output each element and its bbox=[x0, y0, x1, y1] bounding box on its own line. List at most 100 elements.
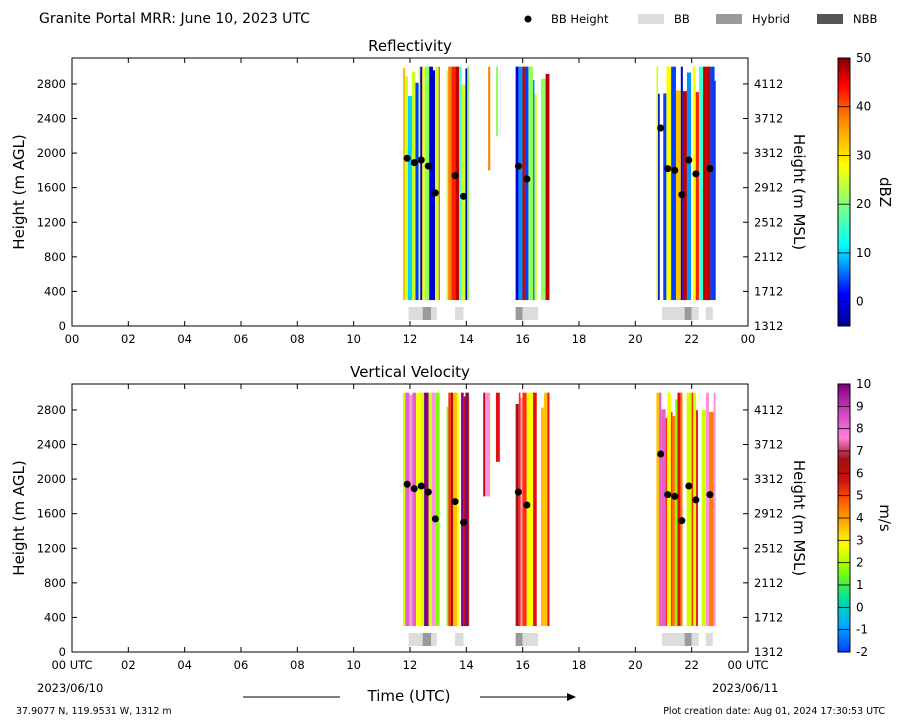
echo-column bbox=[461, 392, 464, 627]
y2-tick-label: 2112 bbox=[754, 576, 783, 590]
echo-column bbox=[450, 392, 454, 627]
echo-column bbox=[714, 80, 716, 301]
echo-column bbox=[409, 394, 413, 627]
y2-axis-label: Height (m MSL) bbox=[790, 134, 808, 250]
y2-tick-label: 2912 bbox=[754, 507, 783, 521]
echo-column bbox=[433, 70, 436, 301]
colorbar-tick-label: 50 bbox=[856, 51, 871, 65]
echo-column bbox=[522, 66, 525, 301]
bb-height-point bbox=[671, 166, 679, 174]
bb-type-segment bbox=[515, 633, 523, 646]
echo-column bbox=[432, 392, 436, 627]
bb-type-segment bbox=[691, 307, 699, 320]
echo-column bbox=[547, 392, 550, 627]
echo-column bbox=[420, 392, 425, 627]
y-tick-label: 0 bbox=[59, 319, 66, 333]
echo-column bbox=[429, 66, 433, 301]
bb-height-point bbox=[692, 496, 700, 504]
echo-column bbox=[461, 84, 466, 301]
bb-height-point bbox=[460, 518, 468, 526]
y2-tick-label: 1712 bbox=[754, 610, 783, 624]
bb-type-segment bbox=[431, 307, 437, 320]
echo-column bbox=[526, 392, 531, 627]
y-tick-label: 2400 bbox=[37, 112, 66, 126]
bb-height-point bbox=[514, 162, 522, 170]
bb-height-point bbox=[678, 517, 686, 525]
echo-column bbox=[428, 392, 431, 627]
station-location: 37.9077 N, 119.9531 W, 1312 m bbox=[16, 706, 172, 717]
y-tick-label: 0 bbox=[59, 645, 66, 659]
bb-height-point bbox=[523, 175, 531, 183]
echo-column bbox=[686, 72, 692, 301]
bb-type-segment bbox=[515, 307, 523, 320]
y-tick-label: 800 bbox=[44, 250, 66, 264]
legend-label: BB Height bbox=[551, 12, 609, 26]
x-tick-label: 02 bbox=[121, 658, 136, 672]
start-date-label: 2023/06/10 bbox=[37, 681, 103, 695]
x-tick-label: 18 bbox=[572, 658, 587, 672]
bb-type-segment bbox=[662, 307, 685, 320]
echo-column bbox=[453, 392, 457, 627]
echo-column bbox=[446, 70, 449, 301]
echo-column bbox=[667, 392, 671, 627]
x-tick-label: 16 bbox=[515, 658, 530, 672]
bb-height-point bbox=[417, 156, 425, 164]
y2-tick-label: 2512 bbox=[754, 541, 783, 555]
echo-column bbox=[709, 411, 714, 627]
x-tick-label: 04 bbox=[177, 658, 192, 672]
y-tick-label: 2400 bbox=[37, 438, 66, 452]
x-tick-label: 14 bbox=[459, 658, 474, 672]
y-tick-label: 800 bbox=[44, 576, 66, 590]
echo-column bbox=[656, 392, 660, 627]
echo-column bbox=[671, 66, 676, 301]
echo-column bbox=[402, 68, 406, 301]
echo-column bbox=[485, 392, 491, 497]
x-tick-label: 18 bbox=[572, 332, 587, 346]
echo-column bbox=[691, 392, 694, 627]
echo-column bbox=[677, 392, 681, 627]
bb-height-point bbox=[431, 189, 439, 197]
y2-tick-label: 2112 bbox=[754, 250, 783, 264]
bb-type-segment bbox=[431, 633, 437, 646]
colorbar-tick-label: 40 bbox=[856, 100, 871, 114]
colorbar-tick-label: 3 bbox=[856, 533, 864, 547]
echo-column bbox=[483, 392, 486, 497]
y2-tick-label: 1312 bbox=[754, 319, 783, 333]
echo-column bbox=[675, 399, 678, 627]
y2-tick-label: 3712 bbox=[754, 438, 783, 452]
legend-label: NBB bbox=[853, 12, 877, 26]
echo-column bbox=[540, 407, 545, 627]
bb-height-point bbox=[685, 156, 693, 164]
echo-column bbox=[713, 392, 716, 627]
bb-type-segment bbox=[662, 633, 685, 646]
echo-column bbox=[544, 392, 548, 627]
y2-tick-label: 2512 bbox=[754, 215, 783, 229]
bb-type-segment bbox=[522, 307, 539, 320]
y-tick-label: 400 bbox=[44, 284, 66, 298]
bb-type-segment bbox=[684, 633, 692, 646]
bb-height-point bbox=[706, 491, 714, 499]
colorbar-tick-label: 2 bbox=[856, 556, 864, 570]
echo-column bbox=[534, 94, 537, 301]
echo-column bbox=[455, 66, 460, 301]
y2-tick-label: 1712 bbox=[754, 284, 783, 298]
colorbar-tick-label: -2 bbox=[856, 645, 868, 659]
y2-tick-label: 1312 bbox=[754, 645, 783, 659]
x-axis-label: Time (UTC) bbox=[367, 687, 451, 705]
colorbar-tick-label: 0 bbox=[856, 600, 864, 614]
legend-bb-height-marker bbox=[524, 15, 532, 23]
echo-column bbox=[416, 392, 421, 627]
echo-column bbox=[540, 78, 546, 301]
echo-column bbox=[656, 66, 659, 301]
x-tick-label: 06 bbox=[234, 658, 249, 672]
y-tick-label: 1200 bbox=[37, 215, 66, 229]
bb-height-point bbox=[664, 165, 672, 173]
bb-height-point bbox=[424, 488, 432, 496]
bb-height-point bbox=[417, 482, 425, 490]
echo-column bbox=[518, 66, 523, 301]
bb-height-point bbox=[403, 154, 411, 162]
bb-height-point bbox=[678, 191, 686, 199]
echo-column bbox=[695, 92, 699, 301]
bb-type-segment bbox=[408, 633, 423, 646]
echo-column bbox=[408, 95, 412, 301]
